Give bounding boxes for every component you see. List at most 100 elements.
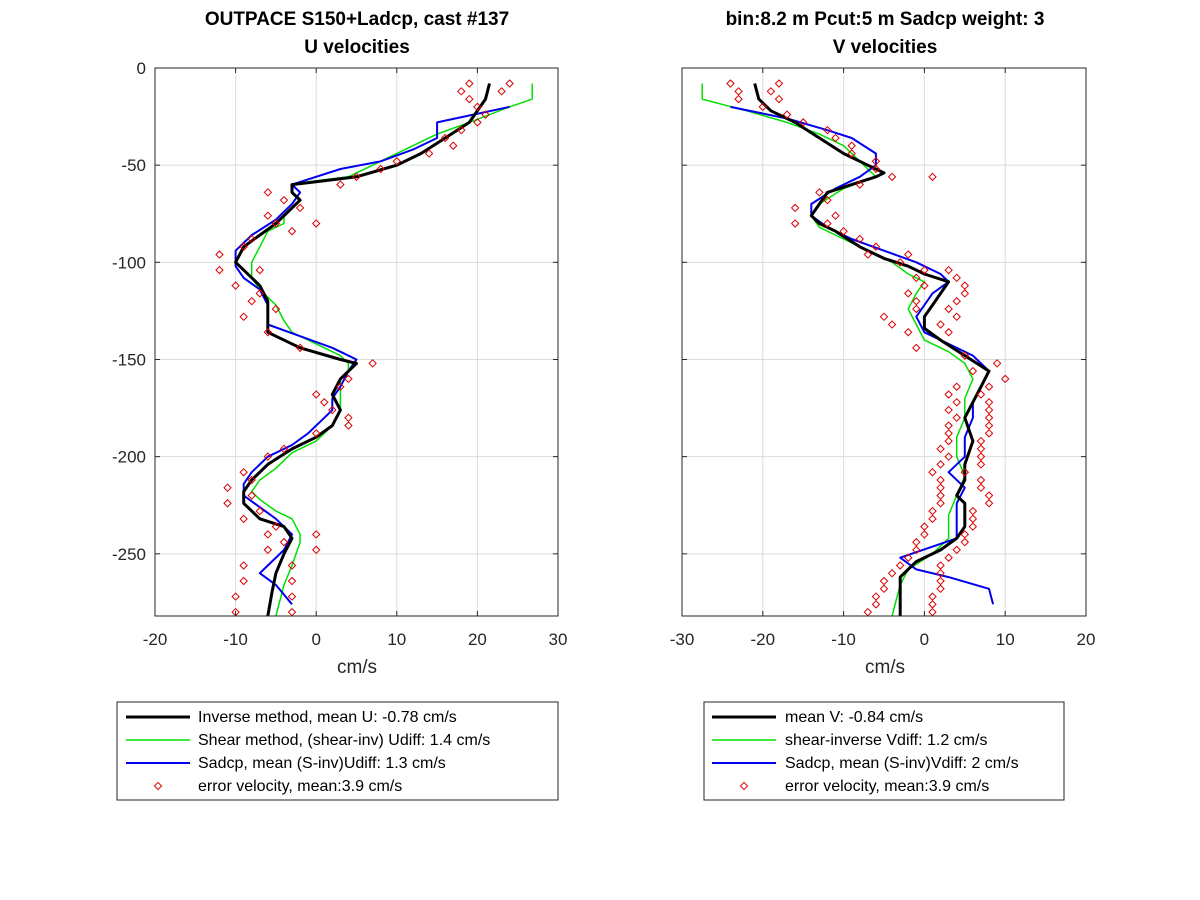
u-xtick-label: 0 [311, 630, 320, 649]
u-error-marker [368, 359, 377, 368]
v-error-marker [960, 530, 970, 539]
left-x-axis-label: cm/s [337, 657, 377, 678]
v-error-marker [912, 545, 921, 555]
v-error-marker [936, 483, 945, 492]
v-error-marker [936, 491, 945, 500]
u-line-inverse [234, 83, 491, 616]
u-error-marker [457, 87, 466, 96]
u-error-marker [215, 250, 224, 259]
v-error-marker [871, 157, 881, 166]
u-error-marker [311, 219, 321, 228]
v-error-marker [871, 242, 881, 252]
u-error-marker [352, 172, 361, 182]
v-line-inverse [753, 83, 991, 616]
v-error-marker [782, 110, 792, 119]
v-error-marker [928, 506, 937, 516]
v-error-marker [944, 452, 953, 461]
u-error-marker [465, 79, 474, 88]
v-error-marker [912, 296, 921, 306]
v-error-marker [774, 79, 784, 88]
v-error-marker [968, 366, 978, 376]
u-error-marker [505, 79, 514, 88]
v-error-marker [895, 561, 905, 570]
u-error-marker [239, 561, 248, 570]
v-error-marker [790, 203, 800, 213]
v-error-marker [984, 499, 994, 508]
v-error-marker [903, 289, 913, 298]
v-error-marker [758, 102, 768, 112]
v-error-marker [944, 304, 953, 314]
u-error-marker [239, 514, 248, 524]
v-error-marker [920, 265, 929, 275]
u-error-marker [344, 374, 353, 384]
u-error-marker [271, 219, 281, 228]
v-error-marker [952, 413, 961, 423]
u-error-marker [271, 304, 281, 314]
left-chart-subtitle: U velocities [304, 37, 410, 58]
u-error-marker [457, 125, 466, 135]
v-error-marker [984, 397, 994, 407]
v-error-marker [976, 390, 986, 399]
v-error-marker [847, 141, 856, 150]
v-error-marker [952, 382, 961, 391]
v-error-marker [968, 522, 978, 531]
u-error-marker [271, 522, 281, 531]
v-error-marker [936, 584, 945, 594]
u-plot-area [155, 68, 558, 616]
u-error-marker [481, 110, 490, 119]
v-error-marker [879, 576, 889, 586]
v-xtick-label: 10 [996, 630, 1015, 649]
left-legend-label-shear: Shear method, (shear-inv) Udiff: 1.4 cm/… [198, 732, 490, 749]
left-chart-title: OUTPACE S150+Ladcp, cast #137 [205, 9, 509, 30]
v-error-marker [895, 258, 905, 267]
v-error-marker [976, 483, 986, 492]
v-error-marker [831, 211, 840, 220]
u-error-marker [311, 530, 321, 539]
v-error-marker [734, 87, 743, 96]
u-error-marker [344, 413, 353, 423]
u-error-marker [376, 164, 385, 174]
v-velocity-plot: -30 -20 -10 0 10 20 [670, 67, 1095, 649]
v-error-marker [839, 226, 848, 236]
v-error-marker [944, 436, 953, 446]
u-error-marker [311, 429, 321, 438]
v-error-marker [766, 87, 776, 96]
u-error-marker [247, 234, 256, 244]
v-error-marker [976, 475, 986, 485]
v-error-marker [928, 607, 937, 616]
v-error-marker [976, 436, 986, 446]
v-error-marker [976, 452, 986, 461]
right-legend-label-sadcp: Sadcp, mean (S-inv)Vdiff: 2 cm/s [785, 755, 1019, 772]
u-ytick-label: -250 [112, 545, 146, 564]
u-error-marker [247, 296, 256, 306]
v-error-marker [863, 607, 873, 616]
u-ytick-label: -200 [112, 448, 146, 467]
v-error-marker [903, 328, 913, 337]
v-error-marker [928, 600, 937, 609]
v-error-marker [879, 312, 889, 321]
v-error-marker [1000, 374, 1010, 384]
v-error-marker [960, 467, 970, 477]
right-legend-label-shear: shear-inverse Vdiff: 1.2 cm/s [785, 732, 987, 749]
v-error-marker [968, 506, 978, 516]
v-error-marker [984, 413, 994, 423]
u-xtick-label: 20 [468, 630, 487, 649]
u-error-marker [279, 444, 289, 454]
u-error-marker [247, 491, 256, 500]
v-error-marker [928, 172, 937, 182]
u-xtick-label: 10 [387, 630, 406, 649]
right-legend-label-mean: mean V: -0.84 cm/s [785, 709, 923, 726]
v-error-marker [944, 390, 953, 399]
u-error-marker [311, 390, 321, 399]
left-legend-marker-error [153, 781, 163, 791]
v-error-marker [960, 289, 970, 298]
v-error-marker [936, 569, 945, 578]
u-error-marker [231, 607, 240, 616]
u-velocity-plot: -20 -10 0 10 20 300-50-100-150-200-250 [112, 59, 567, 649]
u-error-marker [287, 576, 297, 586]
u-axes-box [154, 67, 559, 617]
v-error-marker [944, 405, 953, 415]
u-line-sadcp [234, 105, 510, 605]
u-error-marker [440, 133, 450, 143]
